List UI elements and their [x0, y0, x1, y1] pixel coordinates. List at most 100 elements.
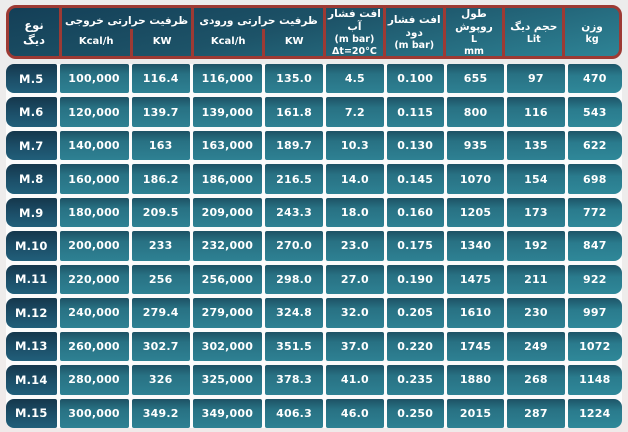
cell-weight: 1224: [567, 398, 622, 428]
cell-water-pressure-drop: 10.3: [326, 130, 384, 161]
row-label-cell: M.7: [6, 130, 57, 161]
cell-weight: 1072: [567, 331, 622, 362]
cell-output-kcal: 140,000: [59, 130, 129, 161]
cell-water-pressure-drop: 4.5: [326, 64, 384, 94]
cell-casing-length: 800: [446, 97, 505, 127]
header-weight: وزن kg: [562, 7, 619, 59]
cell-output-kcal: 120,000: [59, 97, 129, 127]
row-label-cell: M.13: [6, 331, 57, 362]
header-casing-length-unit: mm: [464, 46, 484, 58]
row-label-cell: M.15: [6, 398, 57, 428]
header-output-kw-unit: KW: [130, 29, 191, 58]
cell-water-pressure-drop: 18.0: [326, 197, 384, 228]
header-boiler-type-line2: دیگ: [23, 33, 45, 47]
cell-input-kcal: 116,000: [192, 64, 262, 94]
cell-input-kw: 270.0: [264, 231, 324, 261]
cell-output-kw: 302.7: [131, 331, 190, 362]
header-input-capacity-units: Kcal/h KW: [194, 29, 323, 58]
cell-boiler-volume: 116: [507, 97, 565, 127]
cell-boiler-volume: 154: [507, 164, 565, 194]
cell-input-kw: 135.0: [264, 64, 324, 94]
cell-input-kcal: 325,000: [192, 365, 262, 395]
row-label-cell: M.6: [6, 97, 57, 127]
table-row: M.12 240,000 279.4 279,000 324.8 32.0 0.…: [6, 298, 622, 328]
header-flue-pressure-unit: (m bar): [394, 40, 435, 52]
header-water-pressure-condition: Δt=20°C: [332, 46, 377, 58]
cell-input-kw: 161.8: [264, 97, 324, 127]
cell-flue-pressure-drop: 0.160: [386, 197, 444, 228]
cell-water-pressure-drop: 27.0: [326, 264, 384, 295]
cell-boiler-volume: 249: [507, 331, 565, 362]
header-boiler-volume-unit: Lit: [526, 33, 541, 45]
cell-casing-length: 1070: [446, 164, 505, 194]
cell-boiler-volume: 268: [507, 365, 565, 395]
cell-boiler-volume: 230: [507, 298, 565, 328]
cell-flue-pressure-drop: 0.190: [386, 264, 444, 295]
cell-input-kcal: 232,000: [192, 231, 262, 261]
table-row: M.11 220,000 256 256,000 298.0 27.0 0.19…: [6, 264, 622, 295]
table-body: M.5 100,000 116.4 116,000 135.0 4.5 0.10…: [6, 64, 622, 428]
cell-flue-pressure-drop: 0.100: [386, 64, 444, 94]
cell-boiler-volume: 192: [507, 231, 565, 261]
cell-input-kw: 406.3: [264, 398, 324, 428]
header-casing-length-title: طول روپوش: [455, 8, 493, 34]
cell-output-kw: 279.4: [131, 298, 190, 328]
cell-boiler-volume: 173: [507, 197, 565, 228]
cell-output-kw: 209.5: [131, 197, 190, 228]
cell-flue-pressure-drop: 0.250: [386, 398, 444, 428]
header-weight-title: وزن: [581, 20, 603, 33]
row-label-cell: M.5: [6, 64, 57, 94]
cell-casing-length: 1340: [446, 231, 505, 261]
cell-weight: 698: [567, 164, 622, 194]
cell-input-kcal: 209,000: [192, 197, 262, 228]
row-label-cell: M.11: [6, 264, 57, 295]
cell-input-kcal: 139,000: [192, 97, 262, 127]
cell-casing-length: 2015: [446, 398, 505, 428]
cell-output-kw: 139.7: [131, 97, 190, 127]
table-row: M.14 280,000 326 325,000 378.3 41.0 0.23…: [6, 365, 622, 395]
header-water-pressure-unit: (m bar): [334, 34, 375, 46]
cell-output-kcal: 220,000: [59, 264, 129, 295]
cell-water-pressure-drop: 46.0: [326, 398, 384, 428]
header-boiler-volume-title: حجم دیگ: [510, 20, 558, 33]
row-label-cell: M.12: [6, 298, 57, 328]
cell-output-kcal: 240,000: [59, 298, 129, 328]
cell-output-kcal: 300,000: [59, 398, 129, 428]
cell-input-kw: 298.0: [264, 264, 324, 295]
table-row: M.15 300,000 349.2 349,000 406.3 46.0 0.…: [6, 398, 622, 428]
table-row: M.5 100,000 116.4 116,000 135.0 4.5 0.10…: [6, 64, 622, 94]
header-boiler-type: نوع دیگ: [9, 8, 59, 58]
cell-output-kcal: 100,000: [59, 64, 129, 94]
cell-weight: 772: [567, 197, 622, 228]
cell-output-kcal: 200,000: [59, 231, 129, 261]
cell-casing-length: 1475: [446, 264, 505, 295]
cell-output-kw: 326: [131, 365, 190, 395]
cell-water-pressure-drop: 14.0: [326, 164, 384, 194]
table-row: M.13 260,000 302.7 302,000 351.5 37.0 0.…: [6, 331, 622, 362]
cell-boiler-volume: 211: [507, 264, 565, 295]
cell-input-kw: 189.7: [264, 130, 324, 161]
header-flue-pressure-drop: افت فشار دود (m bar): [382, 7, 443, 59]
table-row: M.10 200,000 233 232,000 270.0 23.0 0.17…: [6, 231, 622, 261]
row-label-cell: M.10: [6, 231, 57, 261]
cell-weight: 922: [567, 264, 622, 295]
header-water-pressure-drop: افت فشار آب (m bar) Δt=20°C: [323, 7, 383, 59]
row-label-cell: M.9: [6, 197, 57, 228]
cell-water-pressure-drop: 23.0: [326, 231, 384, 261]
cell-casing-length: 655: [446, 64, 505, 94]
cell-input-kcal: 349,000: [192, 398, 262, 428]
table-row: M.7 140,000 163 163,000 189.7 10.3 0.130…: [6, 130, 622, 161]
cell-input-kcal: 163,000: [192, 130, 262, 161]
cell-output-kcal: 160,000: [59, 164, 129, 194]
table-header: نوع دیگ ظرفیت حرارتی خروجی Kcal/h KW ظرف…: [6, 5, 622, 59]
cell-output-kw: 163: [131, 130, 190, 161]
cell-weight: 622: [567, 130, 622, 161]
header-flue-pressure-title: افت فشار دود: [387, 13, 441, 40]
header-input-kcal-unit: Kcal/h: [210, 36, 246, 48]
cell-output-kw: 233: [131, 231, 190, 261]
header-casing-length: طول روپوش L mm: [442, 7, 503, 59]
cell-flue-pressure-drop: 0.145: [386, 164, 444, 194]
cell-casing-length: 1610: [446, 298, 505, 328]
cell-input-kcal: 256,000: [192, 264, 262, 295]
row-label-cell: M.14: [6, 365, 57, 395]
